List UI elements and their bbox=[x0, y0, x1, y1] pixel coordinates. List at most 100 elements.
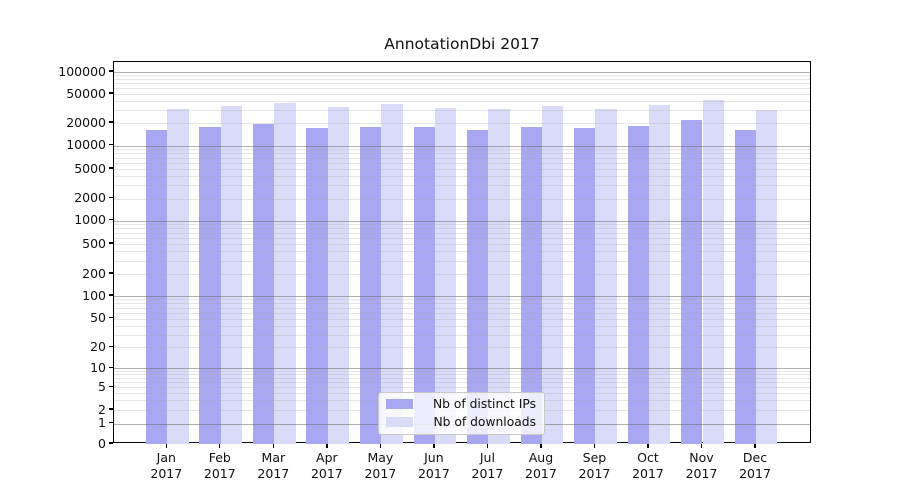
x-tick-mark-apr bbox=[326, 443, 328, 448]
bar-downloads-feb bbox=[220, 106, 243, 445]
legend-item-distinct-ips: Nb of distinct IPs bbox=[386, 397, 536, 411]
legend-swatch-distinct-ips bbox=[386, 398, 413, 410]
bar-downloads-nov bbox=[702, 99, 724, 445]
x-tick-label-oct: Oct 2017 bbox=[616, 450, 680, 481]
x-tick-month: Oct bbox=[637, 450, 659, 465]
x-tick-year: 2017 bbox=[364, 465, 397, 481]
bar-downloads-sep bbox=[595, 109, 617, 445]
y-tick-mark-5000 bbox=[109, 167, 113, 169]
x-tick-label-feb: Feb 2017 bbox=[188, 450, 252, 481]
bar-distinct-ips-aug bbox=[520, 127, 542, 445]
x-tick-mark-nov bbox=[700, 443, 703, 448]
x-tick-label-jun: Jun 2017 bbox=[402, 450, 466, 481]
x-tick-label-jan: Jan 2017 bbox=[134, 450, 198, 481]
y-tick-label-500: 500 bbox=[82, 235, 106, 251]
y-tick-label-10000: 10000 bbox=[66, 137, 106, 152]
x-tick-mark-mar bbox=[272, 443, 274, 448]
y-tick-label-1000: 1000 bbox=[74, 212, 106, 227]
x-tick-year: 2017 bbox=[310, 465, 343, 481]
y-tick-mark-50000 bbox=[109, 92, 113, 94]
x-tick-year: 2017 bbox=[417, 465, 450, 481]
y-tick-mark-500 bbox=[109, 242, 113, 244]
y-tick-label-2000: 2000 bbox=[74, 190, 106, 205]
x-tick-year: 2017 bbox=[203, 465, 236, 481]
x-tick-mark-aug bbox=[540, 443, 542, 448]
y-tick-label-20: 20 bbox=[90, 338, 106, 354]
bar-distinct-ips-dec bbox=[734, 130, 756, 445]
x-tick-label-apr: Apr 2017 bbox=[295, 450, 359, 481]
y-tick-label-100000: 100000 bbox=[58, 63, 106, 79]
bar-downloads-oct bbox=[648, 105, 671, 445]
y-tick-label-0: 0 bbox=[98, 435, 106, 451]
y-tick-label-10: 10 bbox=[90, 359, 106, 375]
y-tick-mark-50 bbox=[109, 316, 113, 319]
y-tick-mark-100000 bbox=[109, 70, 113, 72]
legend: Nb of distinct IPs Nb of downloads bbox=[378, 391, 545, 435]
y-tick-mark-20000 bbox=[109, 121, 113, 123]
y-tick-label-5000: 5000 bbox=[74, 160, 106, 176]
bar-downloads-jun bbox=[434, 107, 457, 445]
y-tick-label-2: 2 bbox=[98, 401, 106, 417]
bar-downloads-apr bbox=[327, 106, 350, 445]
bar-downloads-mar bbox=[274, 102, 296, 445]
y-tick-label-50: 50 bbox=[90, 310, 106, 325]
x-tick-label-aug: Aug 2017 bbox=[509, 450, 573, 481]
x-tick-label-sep: Sep 2017 bbox=[562, 450, 626, 481]
y-tick-mark-10 bbox=[109, 366, 113, 368]
x-tick-year: 2017 bbox=[471, 465, 504, 481]
y-tick-mark-1000 bbox=[109, 218, 113, 221]
bar-distinct-ips-apr bbox=[306, 128, 328, 445]
x-tick-mark-sep bbox=[593, 443, 596, 448]
x-tick-label-nov: Nov 2017 bbox=[670, 450, 734, 481]
x-tick-year: 2017 bbox=[525, 465, 557, 481]
y-tick-label-200: 200 bbox=[82, 265, 106, 281]
y-tick-label-5: 5 bbox=[98, 378, 106, 394]
y-tick-mark-2 bbox=[109, 408, 113, 410]
y-tick-mark-200 bbox=[109, 272, 113, 274]
y-tick-mark-10000 bbox=[109, 143, 113, 146]
x-tick-month: Jul bbox=[479, 450, 495, 465]
y-tick-mark-5 bbox=[109, 385, 113, 387]
y-tick-mark-20 bbox=[109, 345, 113, 347]
x-tick-month: Aug bbox=[528, 450, 554, 465]
bar-distinct-ips-may bbox=[359, 126, 382, 445]
y-tick-mark-0 bbox=[109, 442, 113, 444]
x-tick-month: Apr bbox=[316, 450, 338, 465]
y-tick-mark-1 bbox=[109, 421, 113, 424]
x-tick-year: 2017 bbox=[685, 465, 718, 481]
x-tick-month: Jun bbox=[424, 450, 444, 465]
bar-distinct-ips-nov bbox=[681, 120, 703, 445]
bar-distinct-ips-oct bbox=[627, 125, 649, 445]
y-tick-mark-100 bbox=[109, 294, 113, 296]
y-tick-label-1: 1 bbox=[98, 415, 106, 430]
x-tick-month: Feb bbox=[208, 450, 231, 465]
x-tick-mark-feb bbox=[219, 443, 221, 448]
plot-area bbox=[113, 60, 811, 445]
legend-item-downloads: Nb of downloads bbox=[386, 415, 536, 429]
bar-downloads-dec bbox=[756, 110, 778, 445]
x-tick-year: 2017 bbox=[257, 465, 290, 481]
x-tick-year: 2017 bbox=[150, 465, 183, 481]
legend-swatch-downloads bbox=[386, 416, 413, 428]
legend-label-distinct-ips: Nb of distinct IPs bbox=[432, 397, 536, 411]
x-tick-mark-may bbox=[379, 443, 382, 448]
y-tick-label-50000: 50000 bbox=[66, 85, 106, 101]
x-tick-month: Jan bbox=[156, 450, 176, 465]
x-tick-mark-jan bbox=[165, 443, 167, 448]
chart-title: AnnotationDbi 2017 bbox=[384, 35, 540, 53]
y-tick-label-100: 100 bbox=[82, 287, 106, 303]
bar-distinct-ips-mar bbox=[252, 123, 275, 445]
bars-layer bbox=[114, 62, 810, 445]
x-tick-year: 2017 bbox=[578, 465, 611, 481]
bar-distinct-ips-jun bbox=[413, 126, 435, 445]
bar-distinct-ips-sep bbox=[574, 128, 596, 445]
y-tick-label-20000: 20000 bbox=[66, 114, 106, 130]
x-tick-label-dec: Dec 2017 bbox=[723, 450, 787, 481]
bar-downloads-jan bbox=[167, 108, 189, 445]
x-tick-month: Sep bbox=[582, 450, 607, 465]
bar-downloads-aug bbox=[541, 106, 564, 445]
x-tick-month: May bbox=[367, 450, 394, 465]
x-tick-mark-dec bbox=[754, 443, 756, 448]
x-tick-label-jul: Jul 2017 bbox=[455, 450, 519, 481]
